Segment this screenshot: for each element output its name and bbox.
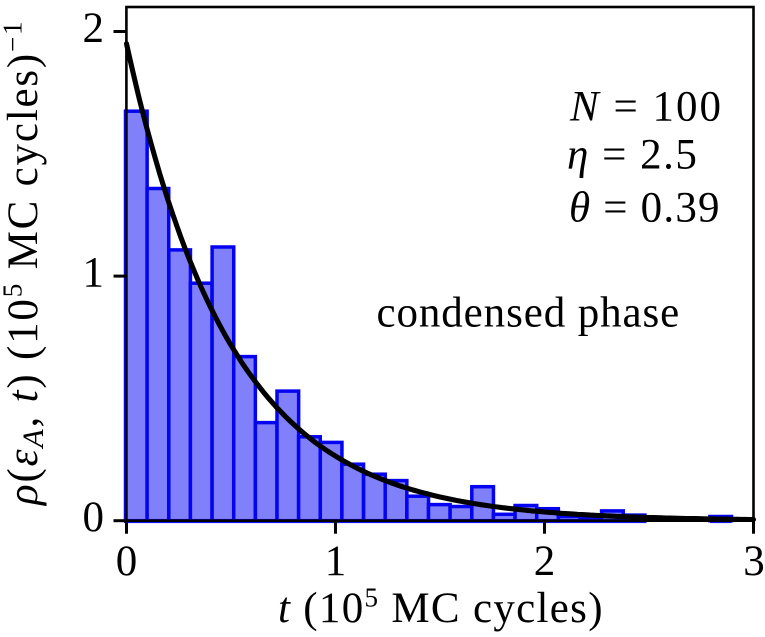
svg-text:0: 0 xyxy=(83,494,105,541)
svg-text:3: 3 xyxy=(743,538,765,585)
svg-text:1: 1 xyxy=(325,538,347,585)
svg-text:η = 2.5: η = 2.5 xyxy=(567,132,698,179)
svg-text:1: 1 xyxy=(83,250,105,297)
svg-text:ρ(εA, t) (105 MC cycles)−1: ρ(εA, t) (105 MC cycles)−1 xyxy=(0,20,50,507)
svg-text:θ = 0.39: θ = 0.39 xyxy=(569,184,721,231)
svg-text:0: 0 xyxy=(116,538,138,585)
svg-text:2: 2 xyxy=(83,5,105,52)
svg-text:N = 100: N = 100 xyxy=(569,84,723,131)
svg-text:2: 2 xyxy=(534,538,556,585)
svg-text:condensed phase: condensed phase xyxy=(377,290,681,337)
svg-text:t (105 MC cycles): t (105 MC cycles) xyxy=(278,583,604,632)
